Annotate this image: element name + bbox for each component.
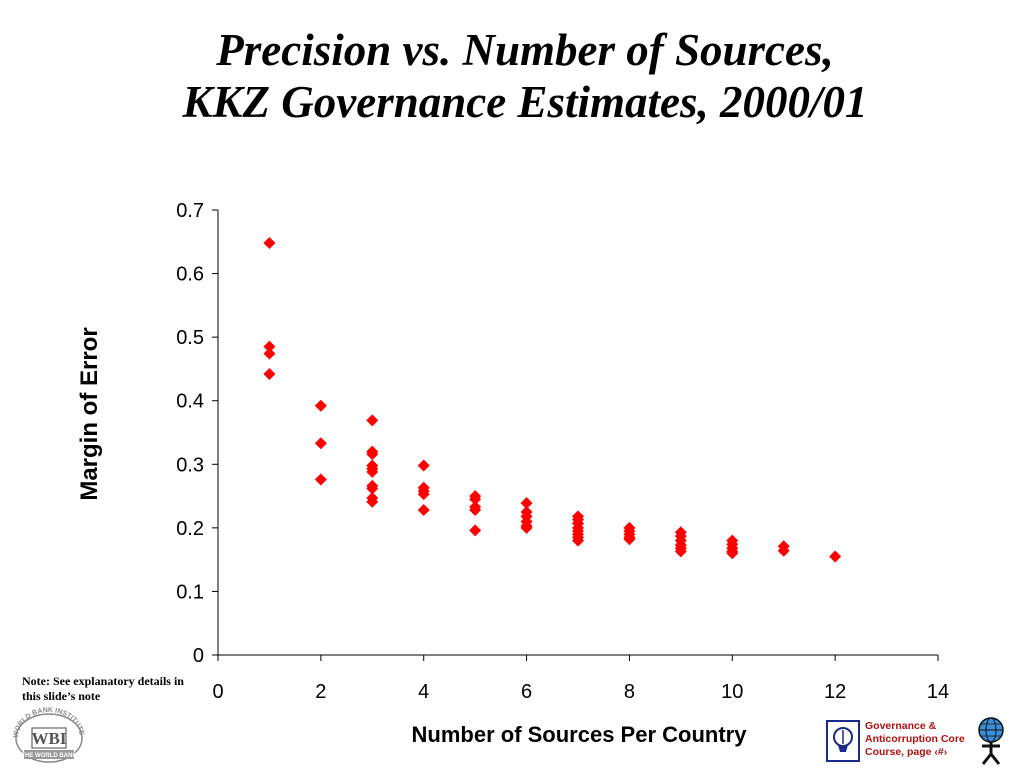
x-tick-label: 10 bbox=[721, 681, 743, 703]
data-point bbox=[366, 482, 379, 495]
footer-line-1: Governance & bbox=[865, 720, 937, 732]
data-point bbox=[777, 544, 790, 557]
y-tick-label: 0.5 bbox=[176, 327, 204, 349]
data-point bbox=[726, 547, 739, 560]
x-tick-label: 6 bbox=[521, 681, 532, 703]
y-tick-label: 0 bbox=[193, 645, 204, 667]
x-tick-label: 14 bbox=[927, 681, 949, 703]
data-point bbox=[417, 459, 430, 472]
svg-text:WBI: WBI bbox=[32, 729, 67, 748]
x-tick-label: 2 bbox=[315, 681, 326, 703]
y-tick-label: 0.3 bbox=[176, 454, 204, 476]
y-tick-label: 0.2 bbox=[176, 518, 204, 540]
y-tick-label: 0.1 bbox=[176, 581, 204, 603]
title-line-1: Precision vs. Number of Sources, bbox=[216, 25, 834, 75]
x-tick-label: 0 bbox=[212, 681, 223, 703]
data-point bbox=[469, 524, 482, 537]
data-point bbox=[829, 550, 842, 563]
data-point bbox=[572, 534, 584, 547]
title-line-2: KKZ Governance Estimates, 2000/01 bbox=[182, 77, 868, 127]
svg-text:THE WORLD BANK: THE WORLD BANK bbox=[21, 753, 77, 759]
data-point bbox=[366, 495, 379, 508]
world-bank-institute-logo: WORLD BANK INSTITUTE WBI THE WORLD BANK bbox=[13, 707, 85, 763]
data-point bbox=[314, 437, 327, 450]
data-point bbox=[263, 340, 276, 353]
explanatory-note: Note: See explanatory details in this sl… bbox=[22, 674, 184, 703]
lightbulb-logo bbox=[826, 720, 860, 762]
data-points bbox=[263, 237, 842, 563]
y-axis-ticks: 0 0.1 0.2 0.3 0.4 0.5 0.6 0.7 bbox=[176, 200, 218, 667]
y-tick-label: 0.4 bbox=[176, 391, 204, 413]
data-point bbox=[417, 488, 430, 501]
data-point bbox=[314, 399, 327, 412]
data-point bbox=[520, 521, 533, 534]
y-tick-label: 0.7 bbox=[176, 200, 204, 222]
footer-line-3: Course, page ‹#› bbox=[865, 746, 948, 758]
data-point bbox=[366, 465, 379, 478]
slide-title: Precision vs. Number of Sources, KKZ Gov… bbox=[0, 24, 1024, 128]
data-point bbox=[469, 504, 482, 517]
globe-figure-icon bbox=[978, 717, 1004, 765]
data-point bbox=[623, 533, 636, 546]
footer-line-2: Anticorruption Core bbox=[865, 733, 965, 745]
data-point bbox=[314, 473, 327, 486]
x-axis-ticks: 0 2 4 6 8 10 12 14 bbox=[212, 655, 949, 703]
data-point bbox=[520, 497, 533, 510]
y-tick-label: 0.6 bbox=[176, 264, 204, 286]
y-axis-label: Margin of Error bbox=[76, 327, 103, 500]
course-footer: Governance & Anticorruption Core Course,… bbox=[865, 720, 985, 759]
x-tick-label: 12 bbox=[824, 681, 846, 703]
data-point bbox=[674, 545, 687, 558]
data-point bbox=[366, 448, 379, 461]
x-axis-label: Number of Sources Per Country bbox=[412, 722, 748, 747]
x-tick-label: 8 bbox=[624, 681, 635, 703]
data-point bbox=[417, 504, 430, 517]
data-point bbox=[469, 493, 482, 506]
data-point bbox=[263, 237, 276, 250]
data-point bbox=[263, 368, 276, 381]
x-tick-label: 4 bbox=[418, 681, 429, 703]
data-point bbox=[366, 414, 379, 427]
data-point bbox=[263, 347, 276, 360]
